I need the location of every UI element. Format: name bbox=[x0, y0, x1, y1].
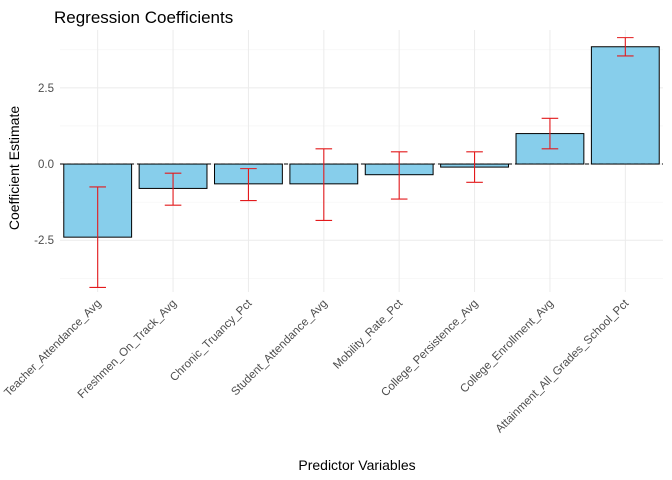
error-bar bbox=[617, 37, 634, 57]
y-axis-title: Coefficient Estimate bbox=[6, 106, 22, 230]
bar bbox=[590, 46, 660, 165]
bars bbox=[63, 46, 660, 238]
error-bar bbox=[315, 148, 333, 221]
y-axis-ticks: -2.5 0.0 2.5 bbox=[34, 83, 54, 247]
x-axis-ticks: Teacher_Attendance_AvgFreshmen_On_Track_… bbox=[2, 297, 632, 435]
y-tick-label: 2.5 bbox=[38, 83, 54, 95]
error-bar bbox=[89, 186, 106, 288]
error-bars bbox=[89, 37, 634, 288]
x-category-label: Chronic_Truancy_Pct bbox=[168, 297, 255, 384]
error-bar bbox=[164, 172, 182, 206]
error-bar bbox=[466, 151, 483, 183]
chart-title: Regression Coefficients bbox=[54, 8, 233, 27]
error-bar bbox=[541, 117, 559, 150]
error-bar bbox=[390, 151, 408, 200]
y-tick-label: 0.0 bbox=[38, 159, 54, 171]
error-bar bbox=[240, 168, 257, 202]
x-category-label: Attainment_All_Grades_School_Pct bbox=[494, 297, 632, 435]
y-tick-label: -2.5 bbox=[34, 235, 54, 247]
x-category-label: Mobility_Rate_Pct bbox=[331, 297, 406, 372]
x-axis-title: Predictor Variables bbox=[298, 457, 415, 473]
